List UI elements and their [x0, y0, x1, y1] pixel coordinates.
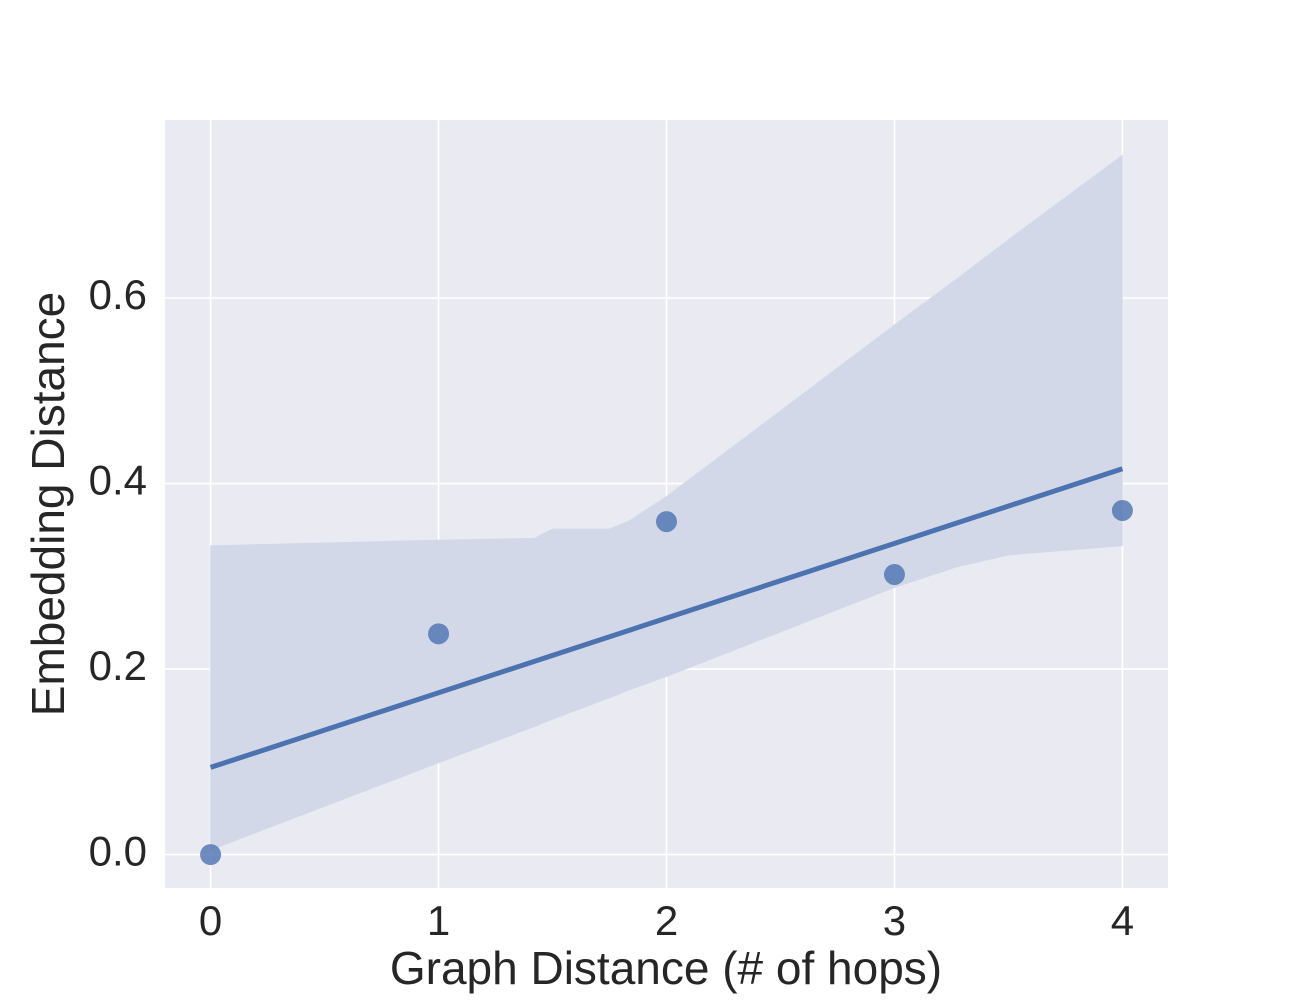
x-tick-label: 4: [1111, 897, 1134, 944]
x-tick-label: 3: [883, 897, 906, 944]
y-axis-label: Embedding Distance: [22, 292, 74, 716]
point: [1111, 499, 1133, 521]
point: [200, 844, 222, 866]
confidence-band: [609, 521, 629, 699]
regression-line: [209, 466, 1124, 770]
x-tick-label: 2: [655, 897, 678, 944]
confidence-band: [955, 238, 1009, 568]
y-tick-label: 0.0: [89, 828, 147, 875]
y-tick-label: 0.6: [89, 271, 147, 318]
y-tick-label: 0.2: [89, 642, 147, 689]
confidence-band: [1008, 154, 1123, 556]
point: [656, 511, 677, 533]
x-tick-label: 0: [199, 897, 222, 944]
y-tick-label: 0.4: [89, 457, 147, 504]
point: [428, 623, 450, 645]
x-tick-label: 1: [427, 897, 450, 944]
point: [883, 563, 905, 585]
confidence-band: [533, 528, 553, 728]
x-axis-label: Graph Distance (# of hops): [390, 942, 942, 994]
confidence-band: [552, 528, 610, 720]
confidence-band: [438, 537, 535, 764]
